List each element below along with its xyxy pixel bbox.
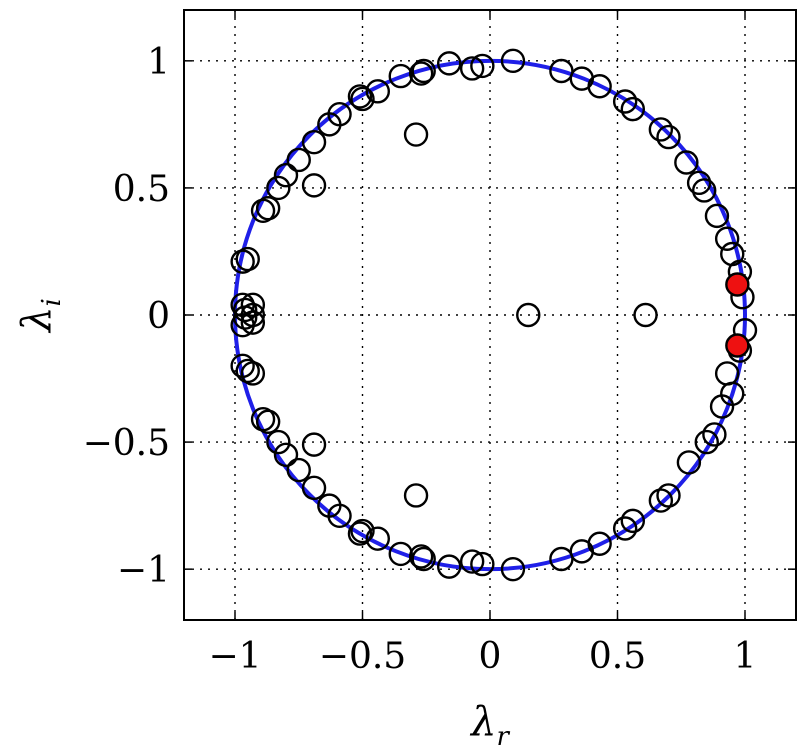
eigenvalue-point-28 — [648, 488, 674, 513]
eigenvalue-point-33 — [549, 546, 574, 572]
eigenvalue-point-81 — [301, 432, 327, 457]
eigenvalue-point-29 — [620, 508, 645, 534]
eigenvalue-point-34 — [500, 556, 526, 582]
highlighted-eigenvalue-point-0 — [725, 272, 750, 297]
eigenvalue-point-35 — [470, 551, 495, 577]
eigenvalue-point-68 — [286, 147, 311, 173]
eigenvalue-point-41 — [365, 526, 390, 551]
eigenvalue-point-27 — [656, 483, 681, 508]
eigenvalue-point-40 — [388, 541, 413, 567]
eigenvalue-point-38 — [411, 546, 436, 572]
eigenvalue-point-12 — [686, 170, 712, 196]
eigenvalue-point-47 — [286, 457, 311, 483]
eigenvalue-point-71 — [327, 102, 352, 127]
eigenvalue-point-8 — [620, 96, 645, 122]
eigenvalue-point-76 — [408, 61, 434, 86]
eigenvalue-point-78 — [403, 122, 429, 147]
eigenvalue-point-74 — [365, 79, 390, 104]
x-tick-label-0: −1 — [208, 636, 261, 677]
eigenvalue-point-14 — [704, 203, 730, 229]
x-axis-label: λr — [469, 699, 510, 752]
highlighted-eigenvalue-point-1 — [725, 333, 750, 358]
tick-marks — [184, 10, 796, 620]
eigenvalue-point-63 — [235, 246, 260, 272]
eigenvalue-point-3 — [459, 56, 485, 81]
eigenvalue-point-82 — [516, 302, 541, 328]
y-tick-label-1: −0.5 — [83, 423, 170, 464]
eigenvalue-point-2 — [470, 53, 495, 79]
eigenvalue-point-51 — [250, 407, 276, 432]
x-tick-label-3: 0.5 — [589, 636, 646, 677]
eigenvalue-point-42 — [350, 518, 375, 544]
eigenvalue-point-43 — [347, 521, 373, 546]
eigenvalue-point-25 — [694, 429, 719, 455]
eigenvalue-point-23 — [709, 394, 735, 419]
eigenvalue-point-59 — [240, 310, 266, 335]
eigenvalue-point-67 — [273, 163, 299, 188]
eigenvalue-point-11 — [674, 150, 699, 175]
y-tick-label-3: 0.5 — [113, 169, 170, 210]
eigenvalue-point-48 — [273, 442, 299, 467]
y-tick-label-0: −1 — [117, 550, 170, 591]
eigenvalue-point-83 — [633, 302, 658, 328]
y-axis-label: λi — [14, 298, 67, 334]
eigenvalue-point-66 — [266, 175, 291, 201]
eigenvalue-point-24 — [702, 422, 727, 447]
eigenvalue-point-39 — [408, 544, 434, 569]
eigenvalue-point-7 — [612, 89, 638, 114]
unit-circle — [232, 58, 748, 572]
data-points — [230, 48, 758, 582]
grid-lines — [184, 10, 796, 620]
eigenvalue-point-53 — [230, 353, 255, 379]
eigenvalue-point-79 — [403, 483, 429, 508]
x-tick-labels: −1 −0.5 0 0.5 1 — [208, 636, 756, 677]
eigenvalue-point-75 — [388, 63, 413, 89]
eigenvalue-point-6 — [587, 74, 612, 99]
eigenvalue-point-77 — [411, 58, 436, 84]
eigenvalue-point-69 — [301, 129, 327, 155]
eigenvalue-point-36 — [459, 549, 485, 574]
eigenvalue-point-54 — [235, 358, 260, 384]
eigenvalue-point-10 — [656, 124, 681, 150]
eigenvalue-point-72 — [347, 84, 373, 109]
eigenvalue-point-30 — [612, 516, 638, 541]
y-tick-label-4: 1 — [147, 42, 170, 83]
eigenvalue-point-15 — [714, 226, 740, 251]
eigenvalue-point-80 — [301, 173, 327, 198]
eigenvalue-point-37 — [437, 554, 462, 579]
eigenvalue-point-1 — [500, 48, 526, 74]
eigenvalue-point-13 — [692, 178, 717, 203]
eigenvalue-point-49 — [266, 429, 291, 455]
eigenvalue-point-45 — [317, 493, 342, 518]
eigenvalue-point-46 — [301, 475, 327, 501]
x-tick-label-4: 1 — [734, 636, 757, 677]
eigenvalue-point-73 — [350, 86, 375, 112]
eigenvalue-point-65 — [255, 196, 281, 221]
eigenvalue-point-60 — [230, 292, 255, 318]
y-tick-labels: −1 −0.5 0 0.5 1 — [83, 42, 170, 591]
x-tick-label-2: 0 — [479, 636, 502, 677]
x-tick-label-1: −0.5 — [319, 636, 406, 677]
eigenvalue-point-21 — [714, 361, 740, 386]
y-tick-label-2: 0 — [147, 296, 170, 337]
eigenvalue-point-0 — [437, 51, 462, 76]
eigenvalue-point-26 — [676, 450, 702, 475]
eigenvalue-point-61 — [240, 292, 266, 318]
eigenvalue-point-9 — [648, 117, 674, 142]
